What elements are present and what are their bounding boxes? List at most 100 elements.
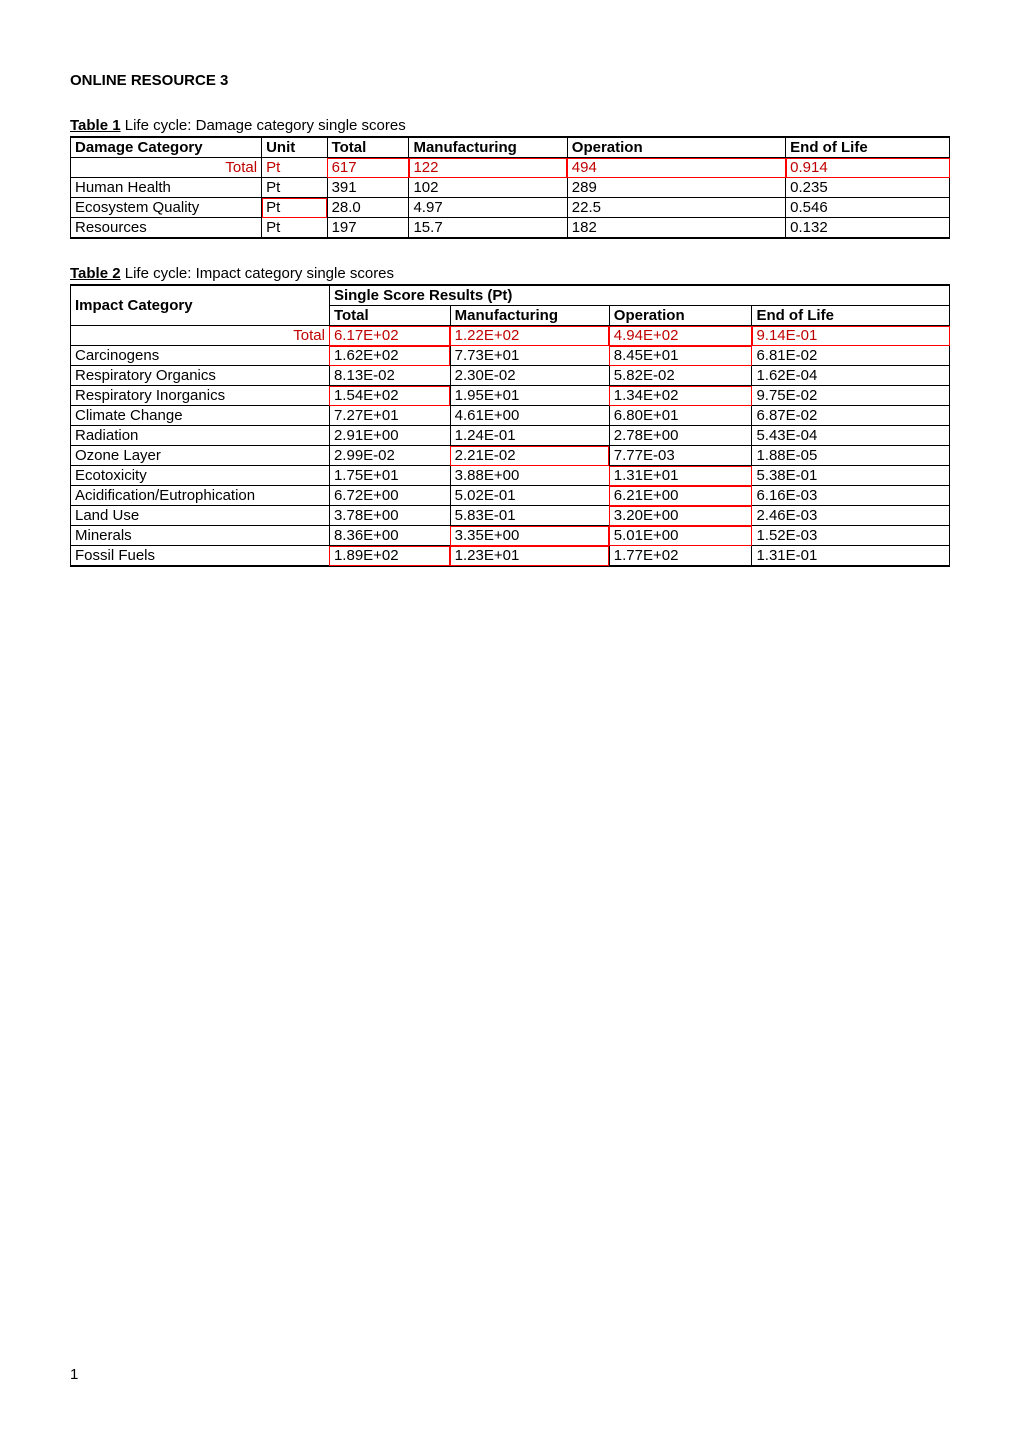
cell-manu: 5.02E-01 xyxy=(450,486,609,506)
cell-manu: 7.73E+01 xyxy=(450,346,609,366)
table-row: Respiratory Inorganics 1.54E+02 1.95E+01… xyxy=(71,386,950,406)
cell-manu: 1.24E-01 xyxy=(450,426,609,446)
cell-eol: 6.81E-02 xyxy=(752,346,950,366)
cell-eol: 2.46E-03 xyxy=(752,506,950,526)
table2-caption-text: Life cycle: Impact category single score… xyxy=(121,265,394,282)
cell-op: 5.01E+00 xyxy=(609,526,752,546)
cell-op: 182 xyxy=(567,218,785,239)
cell-eol: 6.87E-02 xyxy=(752,406,950,426)
cell-op: 6.21E+00 xyxy=(609,486,752,506)
table1-h-damagecat: Damage Category xyxy=(71,137,262,158)
table2-total-op: 4.94E+02 xyxy=(609,326,752,346)
table2-sh-total: Total xyxy=(329,306,450,326)
table1-total-op: 494 xyxy=(567,158,785,178)
cell-unit: Pt xyxy=(262,218,328,239)
table1-header-row: Damage Category Unit Total Manufacturing… xyxy=(71,137,950,158)
table2-sh-op: Operation xyxy=(609,306,752,326)
cell-cat: Radiation xyxy=(71,426,330,446)
cell-op: 1.31E+01 xyxy=(609,466,752,486)
table2-total-manu: 1.22E+02 xyxy=(450,326,609,346)
cell-manu: 15.7 xyxy=(409,218,567,239)
table1-caption: Table 1 Life cycle: Damage category sing… xyxy=(70,117,950,134)
cell-eol: 1.62E-04 xyxy=(752,366,950,386)
table1-h-op: Operation xyxy=(567,137,785,158)
table1-total-row: Total Pt 617 122 494 0.914 xyxy=(71,158,950,178)
cell-eol: 9.75E-02 xyxy=(752,386,950,406)
table2-total-eol: 9.14E-01 xyxy=(752,326,950,346)
table-row: Ecosystem Quality Pt 28.0 4.97 22.5 0.54… xyxy=(71,198,950,218)
cell-cat: Climate Change xyxy=(71,406,330,426)
table-row: Ozone Layer 2.99E-02 2.21E-02 7.77E-03 1… xyxy=(71,446,950,466)
table1-total-unit: Pt xyxy=(262,158,328,178)
cell-cat: Respiratory Organics xyxy=(71,366,330,386)
cell-eol: 1.31E-01 xyxy=(752,546,950,567)
cell-manu: 1.95E+01 xyxy=(450,386,609,406)
cell-unit: Pt xyxy=(262,178,328,198)
cell-total: 2.99E-02 xyxy=(329,446,450,466)
cell-total: 391 xyxy=(327,178,409,198)
table1-h-eol: End of Life xyxy=(786,137,950,158)
cell-op: 1.77E+02 xyxy=(609,546,752,567)
cell-manu: 2.21E-02 xyxy=(450,446,609,466)
cell-total: 2.91E+00 xyxy=(329,426,450,446)
cell-manu: 3.35E+00 xyxy=(450,526,609,546)
cell-unit: Pt xyxy=(262,198,328,218)
cell-cat: Ecosystem Quality xyxy=(71,198,262,218)
table2-header-row: Impact Category Single Score Results (Pt… xyxy=(71,285,950,306)
cell-total: 8.36E+00 xyxy=(329,526,450,546)
cell-cat: Respiratory Inorganics xyxy=(71,386,330,406)
cell-op: 5.82E-02 xyxy=(609,366,752,386)
cell-manu: 5.83E-01 xyxy=(450,506,609,526)
cell-cat: Resources xyxy=(71,218,262,239)
cell-total: 8.13E-02 xyxy=(329,366,450,386)
table2-caption: Table 2 Life cycle: Impact category sing… xyxy=(70,265,950,282)
cell-manu: 3.88E+00 xyxy=(450,466,609,486)
cell-cat: Ecotoxicity xyxy=(71,466,330,486)
cell-op: 2.78E+00 xyxy=(609,426,752,446)
cell-op: 22.5 xyxy=(567,198,785,218)
table1-total-manu: 122 xyxy=(409,158,567,178)
cell-op: 7.77E-03 xyxy=(609,446,752,466)
table-row: Radiation 2.91E+00 1.24E-01 2.78E+00 5.4… xyxy=(71,426,950,446)
cell-eol: 0.235 xyxy=(786,178,950,198)
cell-cat: Minerals xyxy=(71,526,330,546)
cell-cat: Human Health xyxy=(71,178,262,198)
cell-eol: 5.43E-04 xyxy=(752,426,950,446)
cell-total: 7.27E+01 xyxy=(329,406,450,426)
cell-manu: 102 xyxy=(409,178,567,198)
cell-total: 3.78E+00 xyxy=(329,506,450,526)
cell-op: 1.34E+02 xyxy=(609,386,752,406)
cell-eol: 1.88E-05 xyxy=(752,446,950,466)
table2-caption-label: Table 2 xyxy=(70,265,121,282)
table-row: Respiratory Organics 8.13E-02 2.30E-02 5… xyxy=(71,366,950,386)
table1: Damage Category Unit Total Manufacturing… xyxy=(70,136,950,239)
cell-cat: Land Use xyxy=(71,506,330,526)
cell-cat: Fossil Fuels xyxy=(71,546,330,567)
cell-op: 3.20E+00 xyxy=(609,506,752,526)
cell-op: 6.80E+01 xyxy=(609,406,752,426)
table-row: Ecotoxicity 1.75E+01 3.88E+00 1.31E+01 5… xyxy=(71,466,950,486)
cell-eol: 0.132 xyxy=(786,218,950,239)
cell-manu: 4.97 xyxy=(409,198,567,218)
table-row: Acidification/Eutrophication 6.72E+00 5.… xyxy=(71,486,950,506)
cell-op: 289 xyxy=(567,178,785,198)
cell-total: 1.75E+01 xyxy=(329,466,450,486)
table-row: Climate Change 7.27E+01 4.61E+00 6.80E+0… xyxy=(71,406,950,426)
table2-h-group: Single Score Results (Pt) xyxy=(329,285,949,306)
page-title: ONLINE RESOURCE 3 xyxy=(70,72,950,89)
table1-h-manu: Manufacturing xyxy=(409,137,567,158)
cell-total: 1.62E+02 xyxy=(329,346,450,366)
table-row: Human Health Pt 391 102 289 0.235 xyxy=(71,178,950,198)
cell-eol: 6.16E-03 xyxy=(752,486,950,506)
cell-eol: 5.38E-01 xyxy=(752,466,950,486)
page-number: 1 xyxy=(70,1366,78,1383)
cell-manu: 1.23E+01 xyxy=(450,546,609,567)
table1-caption-label: Table 1 xyxy=(70,117,121,134)
table1-total-eol: 0.914 xyxy=(786,158,950,178)
table1-h-total: Total xyxy=(327,137,409,158)
table1-h-unit: Unit xyxy=(262,137,328,158)
cell-total: 1.54E+02 xyxy=(329,386,450,406)
cell-total: 6.72E+00 xyxy=(329,486,450,506)
table-row: Resources Pt 197 15.7 182 0.132 xyxy=(71,218,950,239)
cell-manu: 4.61E+00 xyxy=(450,406,609,426)
